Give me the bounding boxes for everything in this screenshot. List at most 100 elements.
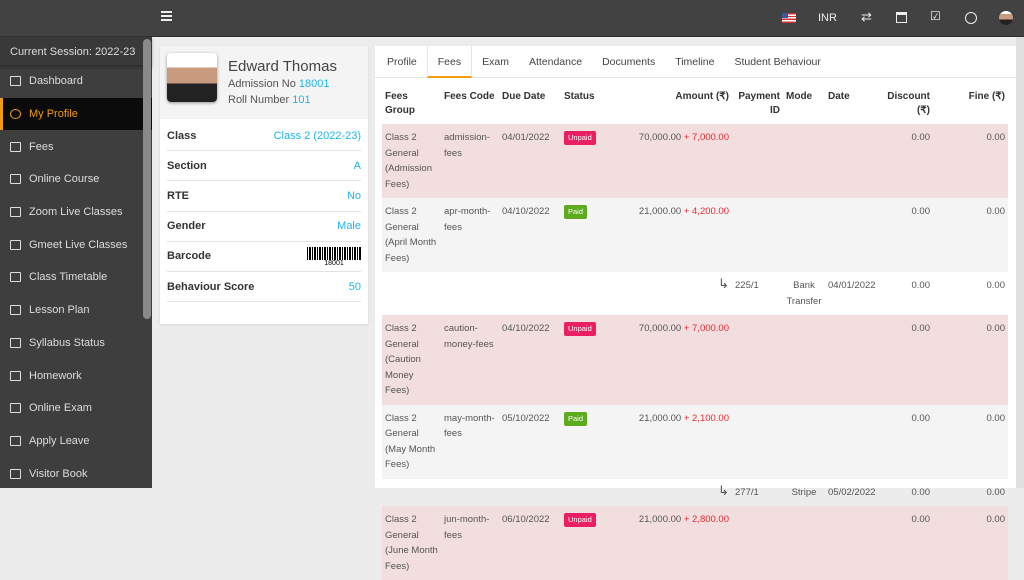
mode xyxy=(783,198,825,272)
date: 04/01/2022 xyxy=(828,280,876,291)
fees-code: admission-fees xyxy=(441,124,499,198)
payment-id xyxy=(732,124,783,198)
sidebar-item-apply-leave[interactable]: Apply Leave xyxy=(0,425,152,458)
sidebar-scrollbar[interactable] xyxy=(143,39,151,319)
sidebar-item-dashboard[interactable]: Dashboard xyxy=(0,65,152,98)
due-date: 04/10/2022 xyxy=(499,198,561,272)
fees-code: jun-month-fees xyxy=(441,506,499,580)
fees-group: Class 2 General (May Month Fees) xyxy=(382,404,441,479)
payment-id: 225/1 xyxy=(735,280,759,291)
discount: 0.00 xyxy=(911,280,931,291)
currency-selector[interactable]: INR xyxy=(818,12,837,24)
date xyxy=(825,315,881,405)
amount: 21,000.00 + 2,800.00 xyxy=(621,506,732,580)
column-header: Fees Group xyxy=(385,91,415,116)
profile-row-value: 50 xyxy=(348,280,361,293)
tab-profile[interactable]: Profile xyxy=(387,56,417,68)
status-badge: Unpaid xyxy=(564,322,596,336)
profile-row-value: A xyxy=(353,159,361,172)
money-icon xyxy=(10,141,21,152)
due-date: 04/10/2022 xyxy=(499,315,561,405)
date: 05/02/2022 xyxy=(828,486,876,498)
column-header: Date xyxy=(828,91,850,102)
sidebar-item-my-profile[interactable]: My Profile xyxy=(0,97,152,131)
profile-row-label: Section xyxy=(167,159,207,172)
current-session: Current Session: 2022-23 xyxy=(0,37,152,65)
status: Paid xyxy=(561,198,621,272)
sidebar-item-label: Class Timetable xyxy=(29,271,108,284)
sidebar-item-gmeet-live-classes[interactable]: Gmeet Live Classes xyxy=(0,228,152,261)
sidebar-item-class-timetable[interactable]: Class Timetable xyxy=(0,261,152,294)
sidebar-item-zoom-live-classes[interactable]: Zoom Live Classes xyxy=(0,196,152,229)
tab-bar: Profile Fees Exam Attendance Documents Timeli… xyxy=(375,46,1016,78)
sidebar-item-syllabus-status[interactable]: Syllabus Status xyxy=(0,327,152,360)
hamburger-menu-icon[interactable] xyxy=(161,11,172,23)
fees-group: Class 2 General (June Month Fees) xyxy=(382,506,441,580)
sidebar-item-label: Dashboard xyxy=(29,75,83,88)
discount: 0.00 xyxy=(911,486,931,498)
date xyxy=(825,198,881,272)
tab-fees[interactable]: Fees xyxy=(426,46,473,78)
fee-row: Class 2 General (Caution Money Fees) caut… xyxy=(382,315,1008,405)
discount: 0.00 xyxy=(881,124,933,198)
sidebar-item-homework[interactable]: Homework xyxy=(0,359,152,392)
flask-icon xyxy=(10,370,21,381)
profile-card: Edward Thomas Admission No 18001 Roll Nu… xyxy=(160,46,368,324)
task-check-icon[interactable]: ☑ xyxy=(930,9,941,23)
status-badge: Paid xyxy=(564,411,588,426)
profile-row-rte: RTE No xyxy=(167,181,361,212)
calendar-icon[interactable] xyxy=(896,12,907,23)
discount: 0.00 xyxy=(881,404,933,479)
amount: 70,000.00 + 7,000.00 xyxy=(621,124,732,198)
page-scrollbar[interactable] xyxy=(1016,37,1024,488)
profile-row-value: Class 2 (2022-23) xyxy=(273,129,361,142)
calendar-icon xyxy=(10,272,21,283)
column-header: Fees Code xyxy=(444,91,495,102)
status-badge: Paid xyxy=(564,205,588,219)
sidebar-item-visitor-book[interactable]: Visitor Book xyxy=(0,457,152,490)
sidebar-item-fees[interactable]: Fees xyxy=(0,130,152,163)
barcode-image: 18001 xyxy=(307,247,361,269)
fine: 0.00 xyxy=(933,198,1008,272)
profile-row-label: Behaviour Score xyxy=(167,280,255,293)
user-avatar-icon[interactable] xyxy=(999,11,1013,25)
tab-timeline[interactable]: Timeline xyxy=(675,56,715,68)
whatsapp-icon[interactable] xyxy=(965,12,977,24)
fine: 0.00 xyxy=(933,506,1008,580)
tab-exam[interactable]: Exam xyxy=(482,56,509,68)
fine: 0.00 xyxy=(986,486,1006,498)
mode xyxy=(783,506,825,580)
empty-cell xyxy=(382,272,621,315)
profile-row-value: No xyxy=(346,189,361,202)
column-header: Fine (₹) xyxy=(968,91,1005,102)
amount: 70,000.00 + 7,000.00 xyxy=(621,315,732,405)
tab-attendance[interactable]: Attendance xyxy=(528,56,583,68)
payment-id xyxy=(732,404,783,479)
roll-number: Roll Number 101 xyxy=(228,94,311,106)
student-name: Edward Thomas xyxy=(228,58,337,75)
top-navbar: INR ⇄ ☑ xyxy=(0,0,1024,37)
profile-row-label: Gender xyxy=(167,220,206,233)
payment-id xyxy=(732,198,783,272)
sidebar-item-label: Syllabus Status xyxy=(29,336,105,349)
sidebar-item-label: Online Course xyxy=(29,173,100,186)
tab-documents[interactable]: Documents xyxy=(602,56,656,68)
date xyxy=(825,124,881,198)
sidebar-item-lesson-plan[interactable]: Lesson Plan xyxy=(0,294,152,327)
tab-student-behaviour[interactable]: Student Behaviour xyxy=(734,56,821,68)
us-flag-icon[interactable] xyxy=(782,13,796,23)
sidebar-item-label: Fees xyxy=(29,140,54,153)
mode xyxy=(783,404,825,479)
due-date: 05/10/2022 xyxy=(499,404,561,479)
check-square-icon xyxy=(10,468,21,479)
sidebar-item-online-exam[interactable]: Online Exam xyxy=(0,392,152,425)
status-badge: Unpaid xyxy=(564,131,596,145)
mode: Stripe xyxy=(791,486,817,498)
fine: 0.00 xyxy=(933,404,1008,479)
sidebar-item-online-course[interactable]: Online Course xyxy=(0,163,152,196)
check-square-icon xyxy=(10,435,21,446)
payment-id: 277/1 xyxy=(735,486,759,498)
column-header: Payment ID xyxy=(738,91,780,116)
amount: 21,000.00 + 4,200.00 xyxy=(621,198,732,272)
exchange-icon[interactable]: ⇄ xyxy=(861,9,872,24)
